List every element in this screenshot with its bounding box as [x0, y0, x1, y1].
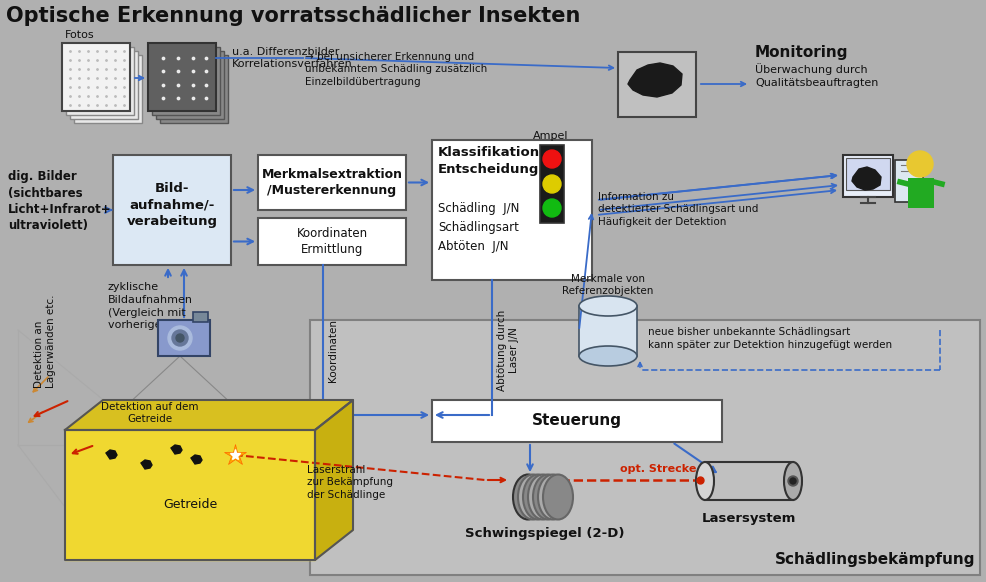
FancyBboxPatch shape — [70, 51, 138, 119]
Text: Merkmale von
Referenzobjekten: Merkmale von Referenzobjekten — [562, 274, 653, 296]
Text: Getreide: Getreide — [163, 499, 217, 512]
FancyBboxPatch shape — [257, 155, 405, 210]
Text: neue bisher unbekannte Schädlingsart
kann später zur Detektion hinzugefügt werde: neue bisher unbekannte Schädlingsart kan… — [648, 327, 891, 350]
FancyBboxPatch shape — [579, 306, 636, 356]
Text: Monitoring: Monitoring — [754, 45, 848, 60]
FancyBboxPatch shape — [539, 145, 563, 223]
FancyBboxPatch shape — [432, 140, 592, 280]
Ellipse shape — [542, 474, 573, 520]
Text: Klassifikation
Entscheidung: Klassifikation Entscheidung — [438, 146, 539, 176]
Text: opt. Strecke: opt. Strecke — [619, 464, 695, 474]
Text: Überwachung durch
Qualitätsbeauftragten: Überwachung durch Qualitätsbeauftragten — [754, 63, 878, 88]
FancyBboxPatch shape — [845, 158, 889, 190]
Text: Ampel: Ampel — [532, 131, 568, 141]
FancyBboxPatch shape — [907, 178, 933, 208]
Text: Optische Erkennung vorratsschädlicher Insekten: Optische Erkennung vorratsschädlicher In… — [6, 6, 580, 26]
FancyBboxPatch shape — [310, 320, 979, 575]
Text: Laserstrahl
zur Bekämpfung
der Schädlinge: Laserstrahl zur Bekämpfung der Schädling… — [307, 465, 392, 500]
Text: Schädlingsbekämpfung: Schädlingsbekämpfung — [774, 552, 974, 567]
Polygon shape — [141, 460, 152, 469]
Circle shape — [168, 326, 192, 350]
Polygon shape — [106, 450, 117, 459]
Ellipse shape — [528, 474, 557, 520]
Text: zyklische
Bildaufnahmen
(Vergleich mit
vorherigen Bild): zyklische Bildaufnahmen (Vergleich mit v… — [107, 282, 197, 331]
FancyBboxPatch shape — [193, 312, 208, 322]
Text: Abtötung durch
Laser J/N: Abtötung durch Laser J/N — [497, 310, 519, 391]
Polygon shape — [171, 445, 181, 454]
Text: Merkmalsextraktion
/Mustererkennung: Merkmalsextraktion /Mustererkennung — [261, 168, 402, 197]
Circle shape — [789, 478, 795, 484]
Ellipse shape — [532, 474, 562, 520]
Text: Lasersystem: Lasersystem — [701, 512, 796, 525]
FancyBboxPatch shape — [112, 155, 231, 265]
Ellipse shape — [513, 474, 542, 520]
Circle shape — [542, 150, 560, 168]
Text: Fotos: Fotos — [65, 30, 95, 40]
FancyBboxPatch shape — [160, 55, 228, 123]
Circle shape — [542, 175, 560, 193]
Text: Bild-
aufnahme/-
verabeitung: Bild- aufnahme/- verabeitung — [126, 182, 217, 228]
Text: Detektion auf dem
Getreide: Detektion auf dem Getreide — [102, 402, 198, 424]
Text: u.a. Differenzbilder
Korrelationsverfahren: u.a. Differenzbilder Korrelationsverfahr… — [232, 47, 352, 69]
Polygon shape — [627, 63, 681, 97]
Circle shape — [172, 330, 187, 346]
Text: Schwingspiegel (2-D): Schwingspiegel (2-D) — [464, 527, 624, 540]
FancyBboxPatch shape — [894, 160, 922, 202]
Ellipse shape — [579, 296, 636, 316]
Ellipse shape — [518, 474, 547, 520]
Ellipse shape — [523, 474, 552, 520]
Text: → bei unsicherer Erkennung und
unbekanntem Schädling zusätzlich
Einzelbildübertr: → bei unsicherer Erkennung und unbekannt… — [305, 52, 487, 87]
FancyBboxPatch shape — [66, 47, 134, 115]
FancyBboxPatch shape — [704, 462, 792, 500]
Polygon shape — [65, 400, 353, 430]
Polygon shape — [315, 400, 353, 560]
Ellipse shape — [579, 346, 636, 366]
FancyBboxPatch shape — [257, 218, 405, 265]
FancyBboxPatch shape — [432, 400, 722, 442]
Circle shape — [787, 476, 798, 486]
Circle shape — [542, 199, 560, 217]
Text: Steuerung: Steuerung — [531, 413, 621, 428]
FancyBboxPatch shape — [158, 320, 210, 356]
FancyBboxPatch shape — [62, 43, 130, 111]
Text: Koordinaten: Koordinaten — [327, 318, 337, 381]
Circle shape — [176, 334, 183, 342]
FancyBboxPatch shape — [148, 43, 216, 111]
Polygon shape — [65, 430, 315, 560]
FancyBboxPatch shape — [156, 51, 224, 119]
FancyBboxPatch shape — [152, 47, 220, 115]
Ellipse shape — [537, 474, 567, 520]
Text: dig. Bilder
(sichtbares
Licht+Infrarot+
ultraviolett): dig. Bilder (sichtbares Licht+Infrarot+ … — [8, 170, 111, 232]
Ellipse shape — [695, 462, 713, 500]
FancyBboxPatch shape — [74, 55, 142, 123]
FancyBboxPatch shape — [617, 52, 695, 117]
Polygon shape — [191, 455, 202, 464]
Text: Detektion an
Lagerwänden etc.: Detektion an Lagerwänden etc. — [34, 295, 56, 389]
Text: Information zu
detektierter Schädlingsart und
Häufigkeit der Detektion: Information zu detektierter Schädlingsar… — [598, 192, 757, 227]
Ellipse shape — [783, 462, 802, 500]
Text: Schädling  J/N
Schädlingsart
Abtöten  J/N: Schädling J/N Schädlingsart Abtöten J/N — [438, 202, 519, 253]
Text: Koordinaten
Ermittlung: Koordinaten Ermittlung — [296, 227, 367, 256]
FancyBboxPatch shape — [842, 155, 892, 197]
Polygon shape — [851, 167, 880, 190]
Circle shape — [906, 151, 932, 177]
